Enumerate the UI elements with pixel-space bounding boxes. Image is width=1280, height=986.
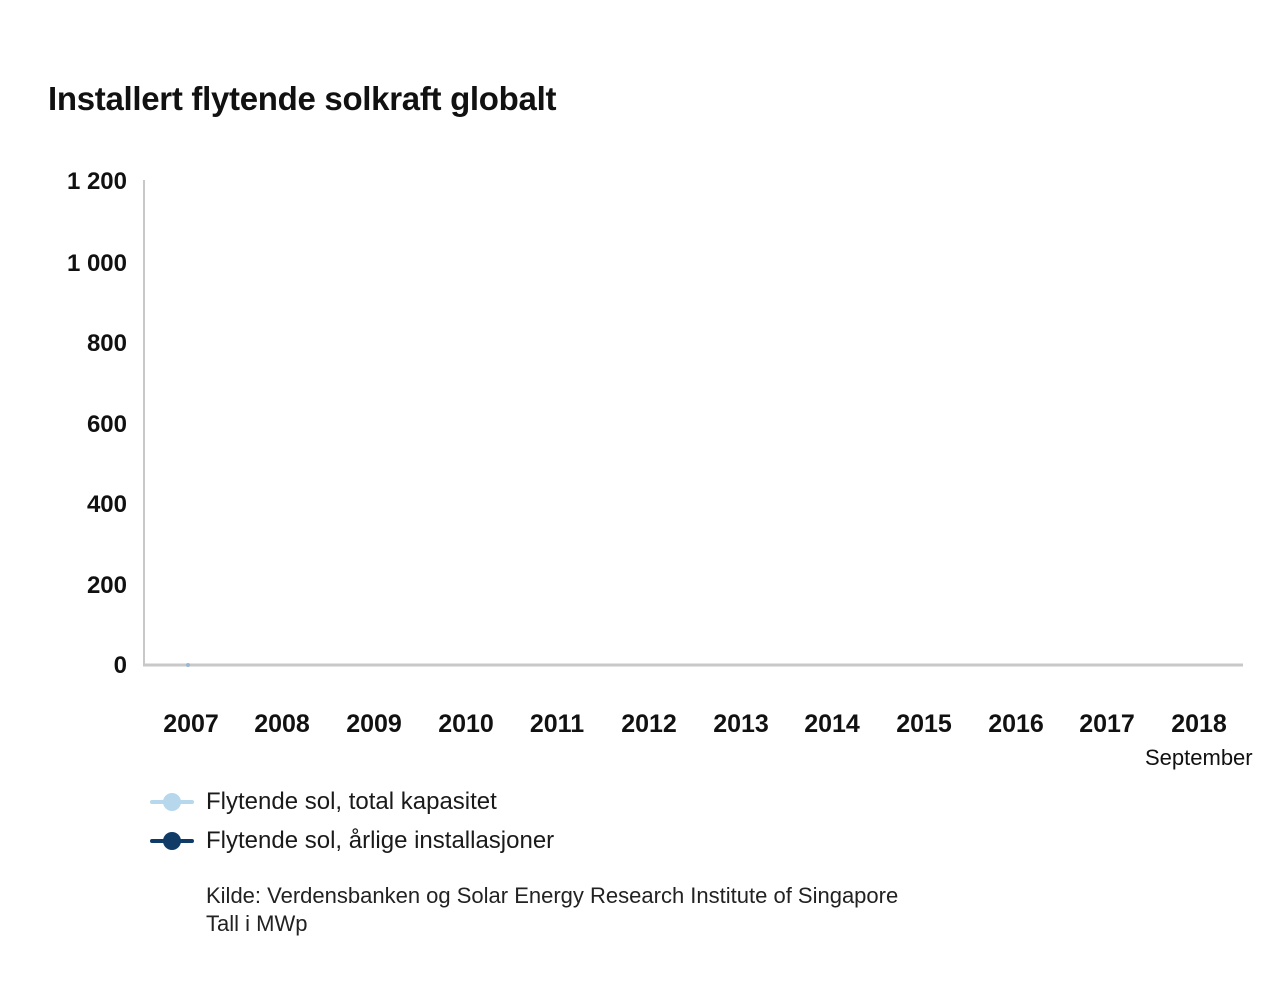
line-marker-icon (150, 792, 194, 812)
legend-label: Flytende sol, årlige installasjoner (206, 826, 555, 854)
start-point-marker (186, 663, 190, 667)
x-tick-label: 2011 (529, 710, 585, 738)
x-tick-label: 2014 (804, 710, 860, 738)
legend-item-annual[interactable]: Flytende sol, årlige installasjoner (150, 821, 554, 860)
source-note: Kilde: Verdensbanken og Solar Energy Res… (206, 882, 898, 938)
y-tick-label: 800 (86, 330, 127, 357)
source-line: Kilde: Verdensbanken og Solar Energy Res… (206, 883, 899, 908)
legend-item-total[interactable]: Flytende sol, total kapasitet (150, 782, 554, 821)
x-tick-label: 2012 (621, 710, 677, 738)
x-tick-label: 2010 (438, 710, 494, 738)
x-tick-label: 2007 (163, 710, 219, 738)
y-tick-label: 0 (113, 652, 127, 679)
y-tick-label: 200 (86, 572, 127, 599)
x-tick-label: 2017 (1079, 710, 1135, 738)
x-tick-label: 2018 (1171, 710, 1227, 738)
line-marker-icon (150, 831, 194, 851)
y-tick-label: 400 (86, 491, 127, 518)
legend: Flytende sol, total kapasitet Flytende s… (150, 782, 554, 860)
x-tick-label: 2008 (254, 710, 310, 738)
chart-title: Installert flytende solkraft globalt (48, 80, 557, 117)
y-tick-label: 1 000 (66, 250, 127, 277)
legend-label: Flytende sol, total kapasitet (206, 787, 497, 815)
y-tick-label: 600 (86, 411, 127, 438)
x-tick-label: 2016 (988, 710, 1044, 738)
unit-line: Tall i MWp (206, 911, 308, 936)
x-tick-label: 2013 (713, 710, 769, 738)
y-tick-label: 1 200 (66, 168, 127, 195)
x-tick-label: 2009 (346, 710, 402, 738)
x-tick-sublabel: September (1145, 745, 1253, 770)
x-tick-label: 2015 (896, 710, 952, 738)
